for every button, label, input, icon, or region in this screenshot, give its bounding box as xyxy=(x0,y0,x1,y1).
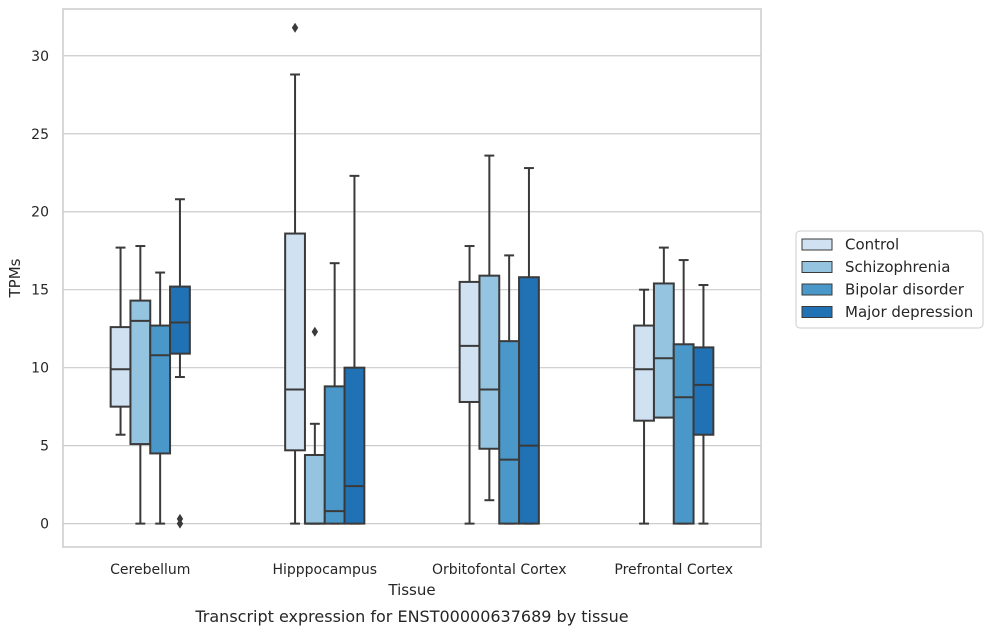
outlier-marker xyxy=(176,518,184,529)
box-iqr xyxy=(303,453,326,525)
box-control xyxy=(458,245,481,525)
box-iqr xyxy=(109,326,132,408)
box-schizophrenia xyxy=(303,326,326,525)
chart-caption: Transcript expression for ENST0000063768… xyxy=(194,607,628,626)
box-iqr xyxy=(169,285,191,355)
box-iqr xyxy=(633,324,655,422)
box-iqr xyxy=(284,232,306,452)
y-tick-label: 25 xyxy=(31,127,49,143)
box-iqr xyxy=(672,343,695,525)
box-iqr xyxy=(129,299,152,446)
y-tick-label: 20 xyxy=(31,205,49,221)
box-control xyxy=(284,22,306,525)
box-plots xyxy=(109,22,715,529)
box-bipolar-disorder xyxy=(323,262,346,525)
plot-frame xyxy=(62,8,762,548)
box-iqr xyxy=(652,282,675,419)
box-bipolar-disorder xyxy=(672,259,695,525)
x-tick-label: Cerebellum xyxy=(110,562,190,578)
box-major-depression xyxy=(169,198,191,529)
legend-label: Major depression xyxy=(845,303,973,321)
box-bipolar-disorder xyxy=(498,254,521,525)
box-schizophrenia xyxy=(478,154,501,502)
x-axis-label: Tissue xyxy=(387,581,435,599)
box-schizophrenia xyxy=(652,246,675,419)
box-schizophrenia xyxy=(129,245,152,525)
outlier-marker xyxy=(311,326,319,337)
box-iqr xyxy=(458,280,481,403)
legend-label: Control xyxy=(845,236,899,254)
legend-swatch xyxy=(801,261,833,273)
outlier-marker xyxy=(291,22,299,33)
y-tick-label: 15 xyxy=(31,283,49,299)
box-iqr xyxy=(323,385,346,525)
y-tick-label: 10 xyxy=(31,361,49,377)
y-axis-ticks: 0 5 10 15 20 25 30 xyxy=(31,49,49,533)
legend-label: Bipolar disorder xyxy=(845,281,965,299)
box-control xyxy=(633,288,655,525)
legend-swatch xyxy=(801,306,833,318)
y-axis-label: TPMs xyxy=(6,258,24,298)
legend: Control Schizophrenia Bipolar disorder Majo… xyxy=(795,230,984,329)
x-tick-label: Hipppocampus xyxy=(272,562,377,578)
y-tick-label: 5 xyxy=(40,439,49,455)
x-tick-label: Orbitofontal Cortex xyxy=(432,562,567,578)
legend-swatch xyxy=(801,238,833,251)
box-iqr xyxy=(343,366,366,525)
box-iqr xyxy=(149,324,172,455)
box-major-depression xyxy=(518,167,540,525)
x-tick-label: Prefrontal Cortex xyxy=(614,562,733,578)
box-major-depression xyxy=(692,284,715,525)
box-iqr xyxy=(692,346,715,436)
y-tick-label: 30 xyxy=(31,49,49,65)
x-axis-ticks: Cerebellum Hipppocampus Orbitofontal Corte… xyxy=(110,562,733,578)
box-control xyxy=(109,246,132,436)
legend-label: Schizophrenia xyxy=(845,258,950,276)
box-bipolar-disorder xyxy=(149,271,172,525)
legend-frame xyxy=(795,230,984,329)
box-iqr xyxy=(518,276,540,525)
box-major-depression xyxy=(343,174,366,525)
box-iqr xyxy=(478,274,501,450)
y-tick-label: 0 xyxy=(40,517,49,533)
box-iqr xyxy=(498,340,521,525)
legend-swatch xyxy=(801,283,833,296)
